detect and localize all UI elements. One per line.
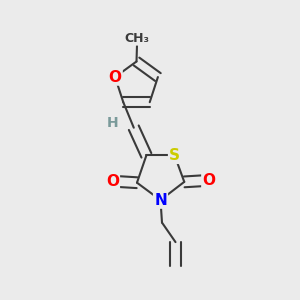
Text: S: S xyxy=(169,148,180,163)
Text: H: H xyxy=(106,116,118,130)
Text: O: O xyxy=(106,174,119,189)
Text: N: N xyxy=(154,193,167,208)
Text: O: O xyxy=(202,173,215,188)
Text: O: O xyxy=(109,70,122,85)
Text: CH₃: CH₃ xyxy=(124,32,150,45)
